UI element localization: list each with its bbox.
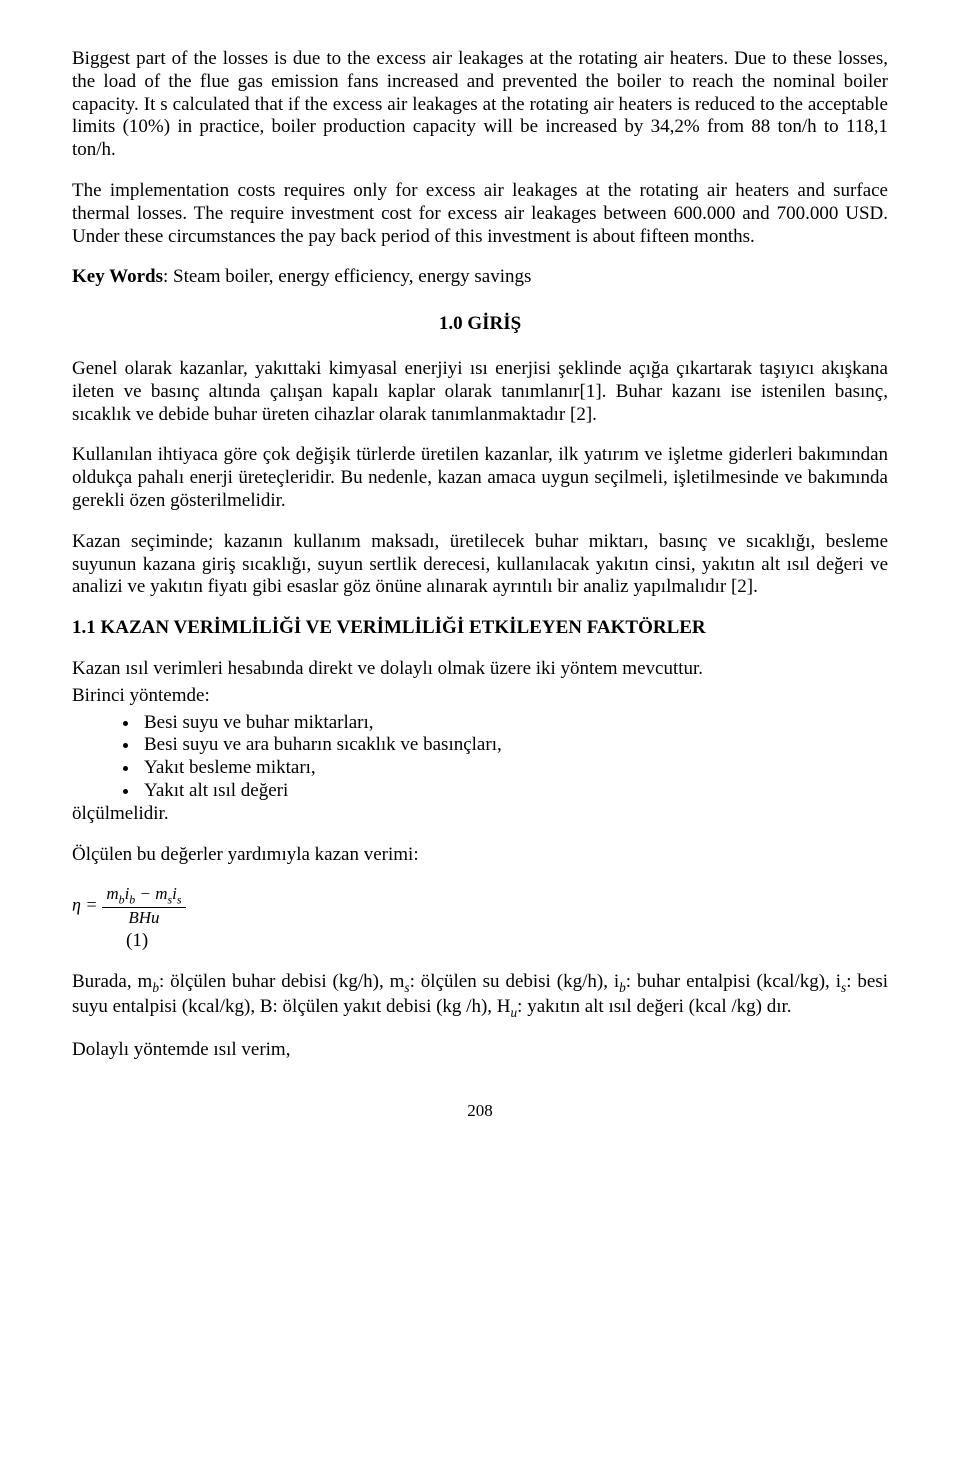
section-heading-intro: 1.0 GİRİŞ — [72, 313, 888, 336]
list-item: Besi suyu ve ara buharın sıcaklık ve bas… — [140, 734, 888, 757]
def-text: : ölçülen su debisi (kg/h), i — [410, 971, 620, 992]
paragraph-formula-lead: Ölçülen bu değerler yardımıyla kazan ver… — [72, 844, 888, 867]
formula-denominator: BHu — [102, 908, 185, 928]
def-text: : ölçülen buhar debisi (kg/h), m — [159, 971, 404, 992]
paragraph-must-measure: ölçülmelidir. — [72, 803, 888, 826]
def-text: Burada, m — [72, 971, 152, 992]
paragraph-intro-2: Kullanılan ihtiyaca göre çok değişik tür… — [72, 444, 888, 512]
keywords-text: : Steam boiler, energy efficiency, energ… — [163, 266, 531, 287]
paragraph-symbol-definitions: Burada, mb: ölçülen buhar debisi (kg/h),… — [72, 971, 888, 1021]
subsection-heading-1-1: 1.1 KAZAN VERİMLİLİĞİ VE VERİMLİLİĞİ ETK… — [72, 617, 888, 640]
formula-lhs: η = — [72, 895, 98, 915]
paragraph-methods-intro: Kazan ısıl verimleri hesabında direkt ve… — [72, 658, 888, 681]
paragraph-indirect-method: Dolaylı yöntemde ısıl verim, — [72, 1039, 888, 1062]
bullet-list: Besi suyu ve buhar miktarları, Besi suyu… — [72, 712, 888, 803]
paragraph-first-method-label: Birinci yöntemde: — [72, 685, 888, 708]
keywords-line: Key Words: Steam boiler, energy efficien… — [72, 266, 888, 289]
formula-numerator: mbib − msis — [102, 884, 185, 908]
paragraph-abstract-1: Biggest part of the losses is due to the… — [72, 48, 888, 162]
def-text: : yakıtın alt ısıl değeri (kcal /kg) dır… — [517, 996, 791, 1017]
def-sub: b — [152, 980, 159, 995]
def-text: : buhar entalpisi (kcal/kg), i — [626, 971, 841, 992]
paragraph-intro-3: Kazan seçiminde; kazanın kullanım maksad… — [72, 531, 888, 599]
paragraph-intro-1: Genel olarak kazanlar, yakıttaki kimyasa… — [72, 358, 888, 426]
formula-eqno: (1) — [126, 930, 888, 953]
list-item: Yakıt alt ısıl değeri — [140, 780, 888, 803]
formula-eta: η = mbib − msis BHu — [72, 884, 888, 928]
formula-fraction: mbib − msis BHu — [102, 884, 185, 928]
page-number: 208 — [72, 1101, 888, 1121]
list-item: Besi suyu ve buhar miktarları, — [140, 712, 888, 735]
keywords-label: Key Words — [72, 266, 163, 287]
def-sub: b — [619, 980, 626, 995]
list-item: Yakıt besleme miktarı, — [140, 757, 888, 780]
paragraph-abstract-2: The implementation costs requires only f… — [72, 180, 888, 248]
